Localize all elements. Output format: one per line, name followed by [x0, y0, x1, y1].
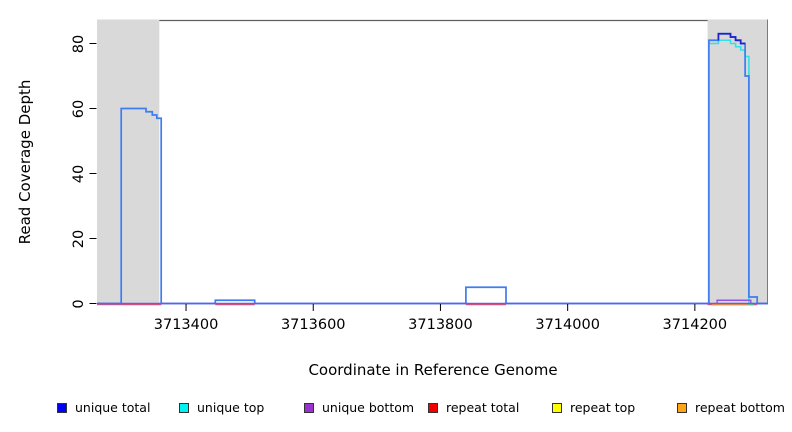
repeat-total-swatch-icon [428, 403, 438, 413]
x-tick-label: 3713400 [153, 317, 219, 333]
y-tick-label: 0 [71, 298, 87, 309]
legend-item-unique-bottom: unique bottom [304, 401, 414, 415]
x-tick-label: 3714200 [662, 317, 728, 333]
legend-label: repeat total [446, 400, 520, 415]
repeat-region-shade [97, 19, 160, 305]
y-axis-title: Read Coverage Depth [16, 79, 34, 245]
x-tick-label: 3714000 [535, 317, 600, 333]
unique-top-swatch-icon [179, 403, 189, 413]
legend-label: repeat top [570, 400, 636, 415]
x-axis-title: Coordinate in Reference Genome [308, 361, 558, 379]
unique-bottom-swatch-icon [304, 403, 314, 413]
legend-item-repeat-top: repeat top [552, 401, 635, 415]
legend-item-unique-total: unique total [57, 401, 150, 415]
legend-label: unique total [75, 400, 151, 415]
legend: unique total unique top unique bottom re… [0, 401, 792, 417]
unique-bottom-step [716, 299, 752, 304]
repeat-region-shade [707, 19, 768, 305]
unique-total-line [97, 32, 768, 305]
x-tick-label: 3713800 [408, 317, 473, 333]
y-tick-label: 60 [71, 99, 87, 118]
legend-item-unique-top: unique top [179, 401, 264, 415]
unique-total-swatch-icon [57, 403, 67, 413]
y-tick-label: 40 [71, 164, 87, 183]
legend-label: repeat bottom [695, 400, 785, 415]
x-tick-label: 3713600 [280, 317, 346, 333]
repeat-top-swatch-icon [552, 403, 562, 413]
repeat-bottom-swatch-icon [677, 403, 687, 413]
legend-item-repeat-total: repeat total [428, 401, 519, 415]
legend-label: unique bottom [322, 400, 415, 415]
y-tick-label: 80 [71, 34, 87, 53]
legend-label: unique top [197, 400, 265, 415]
y-tick-label: 20 [71, 229, 87, 248]
legend-item-repeat-bottom: repeat bottom [677, 401, 785, 415]
unique-top-line [708, 39, 768, 305]
unique-total-dark-overlay [717, 32, 746, 45]
